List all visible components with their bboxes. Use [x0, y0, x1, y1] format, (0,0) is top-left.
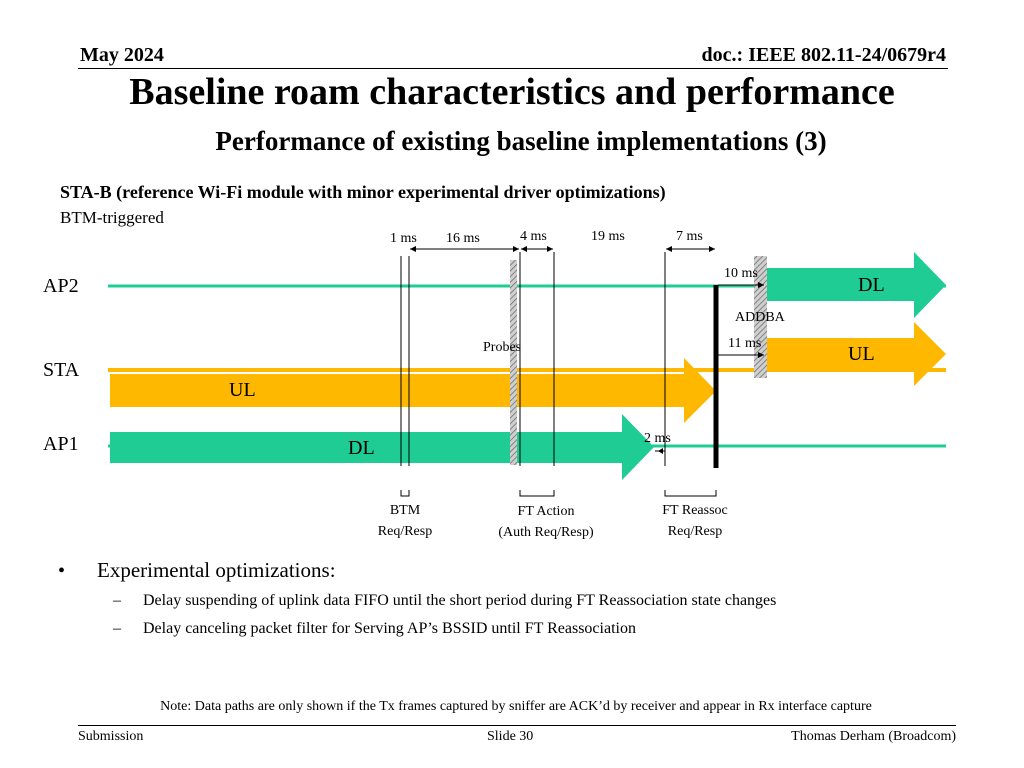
event-ft-action-line2: (Auth Req/Resp) [498, 525, 594, 540]
timing-10ms-label: 10 ms [724, 266, 758, 281]
timing-4ms-label: 4 ms [520, 229, 547, 244]
header-divider [78, 68, 948, 69]
sub-bullet-1: Delay suspending of uplink data FIFO unt… [143, 592, 777, 609]
ft-action-bracket [519, 490, 555, 497]
sub-bullet-dash-2: – [113, 620, 121, 637]
timing-1ms-label: 1 ms [390, 231, 417, 246]
timing-4ms-head-r [547, 246, 553, 252]
slide-title: Baseline roam characteristics and perfor… [129, 71, 895, 113]
row-label-ap2: AP2 [43, 275, 79, 297]
addba-label: ADDBA [735, 310, 785, 325]
timing-16ms-head-l [410, 246, 416, 252]
event-ft-reassoc-line1: FT Reassoc [662, 503, 728, 518]
timing-2ms-label: 2 ms [644, 431, 671, 446]
event-btm-line2: Req/Resp [377, 524, 433, 539]
sub-bullet-2: Delay canceling packet filter for Servin… [143, 620, 636, 637]
event-ft-reassoc: FT Reassoc Req/Resp [640, 500, 750, 542]
btm-bracket [400, 490, 410, 497]
event-ft-action-line1: FT Action [517, 504, 575, 519]
timing-11ms-label: 11 ms [728, 336, 762, 351]
probes-hatch [510, 260, 517, 465]
ul-arrow-right [766, 322, 946, 386]
bullet-dot: • [58, 560, 66, 582]
dl-left-label: DL [348, 437, 375, 459]
footer-author: Thomas Derham (Broadcom) [791, 729, 956, 744]
event-ft-action: FT Action (Auth Req/Resp) [476, 501, 616, 543]
timing-7ms-label: 7 ms [676, 229, 703, 244]
ul-right-label: UL [848, 343, 875, 365]
row-label-sta: STA [43, 359, 80, 381]
dl-arrow-right [766, 252, 946, 318]
timing-4ms-head-l [521, 246, 527, 252]
probes-label: Probes [483, 340, 522, 355]
slide-subtitle: Performance of existing baseline impleme… [215, 126, 827, 156]
timing-16ms-head-r [513, 246, 519, 252]
row-label-ap1: AP1 [43, 433, 79, 455]
sub-bullet-dash-1: – [113, 592, 121, 609]
dl-arrow-left [110, 414, 654, 480]
event-btm: BTM Req/Resp [355, 500, 455, 542]
ul-arrow-left [110, 358, 716, 423]
timing-11ms-head [758, 352, 764, 358]
timing-7ms-head-r [709, 246, 715, 252]
header-doc-id: doc.: IEEE 802.11-24/0679r4 [701, 44, 946, 66]
timing-7ms-head-l [666, 246, 672, 252]
ft-reassoc-bracket [664, 490, 717, 497]
footer-slide-number: Slide 30 [487, 729, 534, 744]
footnote: Note: Data paths are only shown if the T… [160, 699, 872, 714]
bullet-main: Experimental optimizations: [97, 558, 336, 582]
event-btm-line1: BTM [389, 503, 421, 518]
dl-right-label: DL [858, 274, 885, 296]
timing-16ms-label: 16 ms [446, 231, 480, 246]
footer-divider [78, 725, 956, 726]
timing-19ms-label: 19 ms [591, 229, 625, 244]
timing-10ms-head [758, 282, 764, 288]
trigger-label: BTM-triggered [60, 208, 164, 227]
addba-hatch [754, 256, 767, 378]
footer-submission: Submission [78, 729, 144, 744]
header-date: May 2024 [80, 44, 164, 66]
device-heading: STA-B (reference Wi-Fi module with minor… [60, 182, 666, 202]
ul-left-label: UL [229, 379, 256, 401]
timing-2ms-head [658, 448, 663, 454]
event-ft-reassoc-line2: Req/Resp [667, 524, 723, 539]
